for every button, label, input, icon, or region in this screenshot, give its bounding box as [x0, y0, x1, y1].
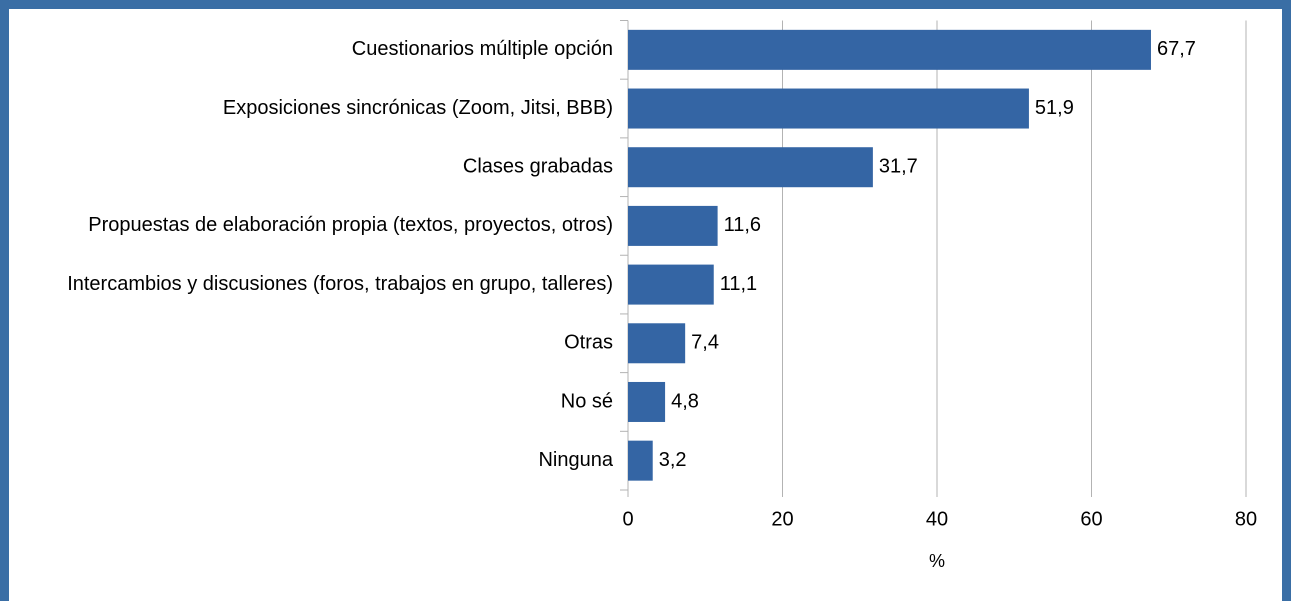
x-tick-label: 20 — [771, 508, 793, 530]
bar — [628, 440, 653, 481]
value-label: 67,7 — [1157, 38, 1196, 60]
value-label: 51,9 — [1035, 97, 1074, 119]
bar — [628, 205, 718, 246]
x-tick-label: 80 — [1235, 508, 1257, 530]
y-tick-label: Ninguna — [538, 449, 613, 471]
y-tick-label: Intercambios y discusiones (foros, traba… — [67, 273, 613, 295]
bar — [628, 29, 1151, 70]
bar — [628, 381, 666, 422]
bar — [628, 147, 873, 188]
value-label: 7,4 — [691, 332, 719, 354]
x-axis-label: % — [929, 551, 945, 571]
bar — [628, 264, 714, 305]
x-tick-label: 60 — [1080, 508, 1102, 530]
bar — [628, 88, 1029, 129]
bar — [628, 323, 686, 364]
value-label: 11,6 — [724, 214, 761, 236]
x-tick-label: 40 — [926, 508, 948, 530]
y-tick-label: Propuestas de elaboración propia (textos… — [88, 214, 613, 236]
value-label: 4,8 — [671, 390, 699, 412]
x-tick-label: 0 — [622, 508, 633, 530]
y-tick-label: Cuestionarios múltiple opción — [352, 38, 613, 60]
y-tick-label: Otras — [564, 332, 613, 354]
value-label: 3,2 — [659, 449, 687, 471]
value-label: 31,7 — [879, 156, 918, 178]
y-tick-label: No sé — [561, 390, 613, 412]
y-tick-label: Clases grabadas — [463, 156, 613, 178]
y-tick-label: Exposiciones sincrónicas (Zoom, Jitsi, B… — [223, 97, 613, 119]
value-label: 11,1 — [720, 273, 757, 295]
